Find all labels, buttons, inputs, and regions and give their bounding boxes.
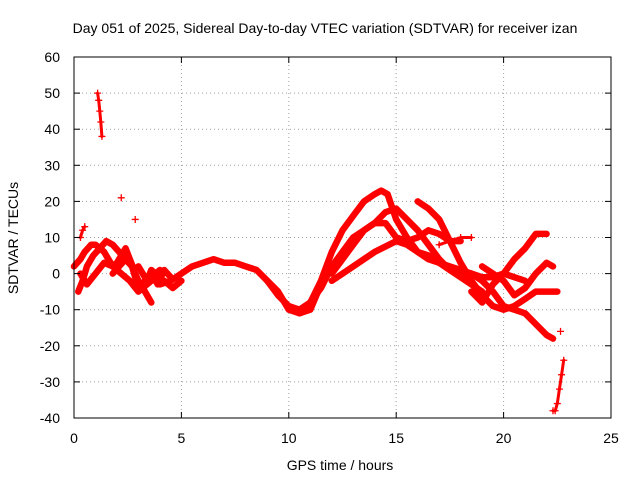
x-tick-label: 15 bbox=[388, 430, 404, 446]
isolated-point bbox=[117, 194, 125, 202]
series-line-sat-trace-g bbox=[328, 237, 557, 342]
y-tick-label: 0 bbox=[52, 266, 60, 282]
series-line-sat-trace-e bbox=[296, 187, 529, 317]
y-tick-label: 10 bbox=[44, 230, 60, 246]
series-line-sat-trace-i bbox=[437, 236, 473, 247]
series-line-sat-trace-j bbox=[468, 230, 550, 306]
y-axis-label: SDTVAR / TECUs bbox=[5, 182, 21, 294]
data-layer bbox=[70, 89, 568, 415]
chart-title: Day 051 of 2025, Sidereal Day-to-day VTE… bbox=[73, 20, 578, 36]
series-line-sat-trace-d bbox=[264, 219, 464, 313]
x-axis-ticks: 0 5 10 15 20 25 bbox=[70, 57, 619, 446]
y-tick-label: -20 bbox=[40, 338, 60, 354]
y-tick-label: 30 bbox=[44, 157, 60, 173]
x-axis-label: GPS time / hours bbox=[287, 457, 394, 473]
series-line-sat-trace-k bbox=[478, 259, 557, 299]
series-line-sat-trace-f bbox=[328, 205, 486, 295]
x-tick-label: 0 bbox=[70, 430, 78, 446]
isolated-point bbox=[131, 215, 139, 223]
y-tick-label: -30 bbox=[40, 374, 60, 390]
series-markers-sat-trace-n bbox=[549, 356, 568, 415]
series-markers-sat-trace-m bbox=[76, 223, 89, 241]
isolated-point bbox=[557, 327, 565, 335]
y-tick-label: 40 bbox=[44, 121, 60, 137]
x-tick-label: 25 bbox=[603, 430, 619, 446]
series-line-sat-trace-h bbox=[414, 198, 561, 313]
series-line-sat-trace-c bbox=[109, 255, 174, 292]
y-axis-ticks: -40 -30 -20 -10 0 10 20 30 40 50 60 bbox=[40, 49, 611, 426]
y-tick-label: 60 bbox=[44, 49, 60, 65]
y-tick-label: 50 bbox=[44, 85, 60, 101]
x-tick-label: 20 bbox=[496, 430, 512, 446]
y-tick-label: -40 bbox=[40, 410, 60, 426]
x-tick-label: 5 bbox=[178, 430, 186, 446]
y-tick-label: 20 bbox=[44, 193, 60, 209]
x-tick-label: 10 bbox=[281, 430, 297, 446]
y-tick-label: -10 bbox=[40, 302, 60, 318]
series-markers-sat-trace-l bbox=[94, 89, 106, 140]
series-markers-sat-trace-i bbox=[435, 234, 475, 249]
